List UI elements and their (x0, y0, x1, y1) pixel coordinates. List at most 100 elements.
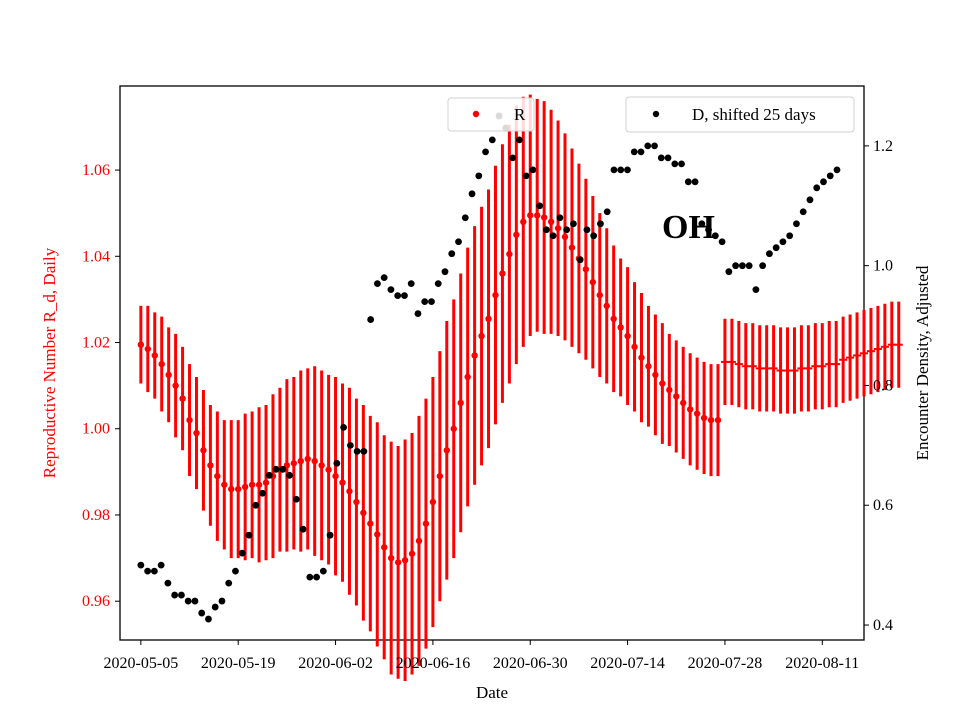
r-point (554, 225, 562, 232)
r-point (325, 466, 332, 473)
d-point (691, 178, 699, 186)
d-point (157, 561, 165, 569)
d-point (306, 573, 314, 581)
r-point (401, 557, 409, 564)
x-tick-label: 2020-05-05 (104, 655, 179, 672)
r-point (561, 233, 569, 241)
d-point (374, 280, 381, 288)
d-point (340, 423, 348, 431)
r-point (492, 291, 499, 299)
d-point (664, 154, 672, 162)
d-point (198, 609, 206, 617)
left-axis-title: Reproductive Number R_d, Daily (40, 247, 59, 478)
r-point (235, 485, 242, 493)
d-point (387, 286, 395, 294)
r-point (332, 472, 339, 480)
r-point (652, 371, 659, 379)
r-point (666, 386, 673, 394)
d-point (468, 190, 476, 198)
d-point (651, 142, 658, 150)
d-point (752, 286, 760, 294)
x-tick-label: 2020-07-14 (590, 655, 665, 672)
d-point (407, 280, 415, 288)
d-point (428, 298, 435, 306)
r-point (659, 380, 666, 387)
d-point (732, 262, 740, 270)
d-point (414, 310, 422, 317)
y-left-tick-label: 1.02 (82, 335, 110, 352)
r-point (207, 462, 214, 469)
d-point (319, 567, 327, 575)
r-point (137, 341, 145, 348)
r-point (436, 472, 444, 480)
d-point (225, 579, 233, 587)
legend-r-box (447, 97, 535, 132)
r-point (680, 399, 687, 407)
y-right-tick-label: 0.6 (873, 497, 893, 514)
d-point (205, 615, 212, 623)
y-right-tick-label: 1.2 (873, 138, 893, 155)
r-point (158, 360, 165, 368)
y-right-tick-label: 0.4 (873, 617, 893, 634)
y-left-tick-label: 1.04 (82, 248, 110, 265)
r-point (200, 447, 207, 454)
d-point (678, 160, 685, 168)
d-point (684, 178, 692, 186)
x-axis-title: Date (476, 683, 508, 702)
d-point (698, 220, 706, 228)
d-point (279, 465, 287, 473)
r-point (374, 531, 381, 538)
d-point (184, 597, 192, 605)
y-right-tick-label: 1.0 (873, 258, 893, 275)
x-tick-label: 2020-05-19 (201, 655, 276, 672)
y-right-tick-label: 0.8 (873, 377, 893, 394)
legend-r-label: R (514, 105, 526, 124)
r-point (603, 302, 610, 310)
d-point (326, 531, 334, 539)
r-point (707, 416, 715, 424)
r-point (172, 382, 179, 389)
r-point (165, 371, 172, 379)
d-point (353, 447, 361, 455)
r-point (450, 425, 457, 432)
r-point (596, 291, 603, 299)
r-point (631, 343, 638, 351)
d-point (793, 220, 800, 228)
d-point (380, 274, 388, 282)
d-point (238, 549, 246, 557)
d-point (563, 226, 571, 234)
r-point (408, 550, 416, 557)
legend-d-box (625, 96, 855, 133)
d-point (671, 160, 679, 168)
d-point (570, 220, 577, 228)
d-point (509, 154, 516, 162)
d-point (461, 214, 469, 222)
r-point (429, 498, 437, 506)
y-left-tick-label: 1.06 (82, 162, 110, 179)
d-point (232, 567, 239, 575)
d-point (711, 232, 719, 240)
d-point (488, 136, 496, 144)
d-point (394, 292, 402, 300)
d-point (583, 226, 591, 234)
right-axis-title: Encounter Density, Adjusted (913, 265, 932, 460)
d-point (292, 495, 300, 503)
r-point (506, 250, 513, 258)
r-point (311, 457, 318, 465)
r-point (464, 373, 471, 381)
d-point (333, 459, 341, 467)
d-point (346, 441, 354, 449)
r-point (610, 315, 617, 323)
r-point (624, 332, 631, 340)
d-point (515, 136, 523, 144)
d-point (482, 148, 489, 156)
d-point (245, 531, 253, 539)
d-point (259, 489, 266, 497)
r-point (415, 537, 423, 545)
r-point (714, 416, 722, 424)
r-point (144, 345, 152, 353)
d-point (434, 280, 442, 288)
r-point (499, 270, 506, 277)
r-point (387, 554, 395, 562)
